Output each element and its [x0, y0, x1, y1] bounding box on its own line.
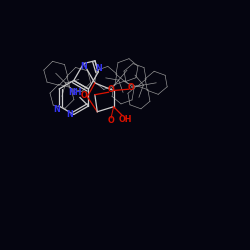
Text: N: N: [81, 62, 87, 72]
Text: N: N: [53, 105, 60, 114]
Text: O: O: [108, 116, 114, 125]
Text: NH: NH: [68, 88, 82, 97]
Text: N: N: [66, 110, 72, 119]
Text: N: N: [95, 64, 102, 73]
Text: O: O: [128, 83, 134, 92]
Text: O: O: [80, 91, 87, 100]
Text: O: O: [107, 85, 114, 94]
Text: OH: OH: [119, 115, 132, 124]
